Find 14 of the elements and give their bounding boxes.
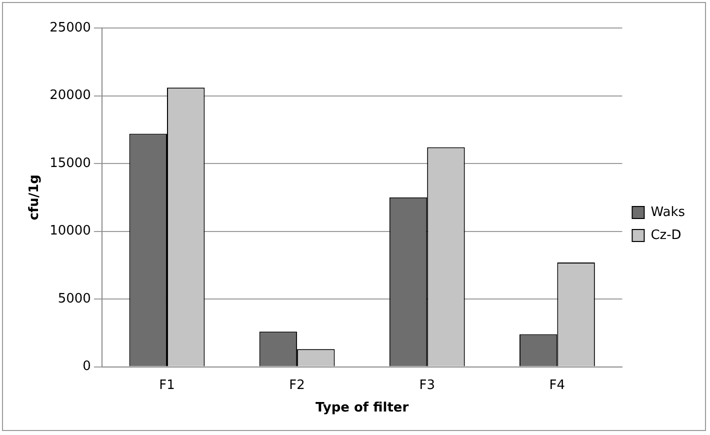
legend-label: Cz-D: [650, 228, 682, 243]
x-tick-label: F4: [549, 378, 566, 393]
x-axis-title: Type of filter: [316, 400, 410, 416]
y-tick-label: 5000: [58, 291, 91, 306]
y-tick-label: 25000: [50, 20, 91, 36]
x-tick-label: F1: [159, 378, 175, 393]
x-tick-label: F2: [289, 378, 305, 393]
legend-label: Waks: [650, 204, 686, 220]
y-axis-title: cfu/1g: [27, 174, 42, 220]
y-tick-label: 0: [82, 359, 91, 374]
y-tick-label: 10000: [50, 224, 91, 239]
y-tick-label: 20000: [50, 88, 91, 104]
x-tick-label: F3: [419, 378, 435, 393]
y-tick-label: 15000: [50, 156, 91, 171]
